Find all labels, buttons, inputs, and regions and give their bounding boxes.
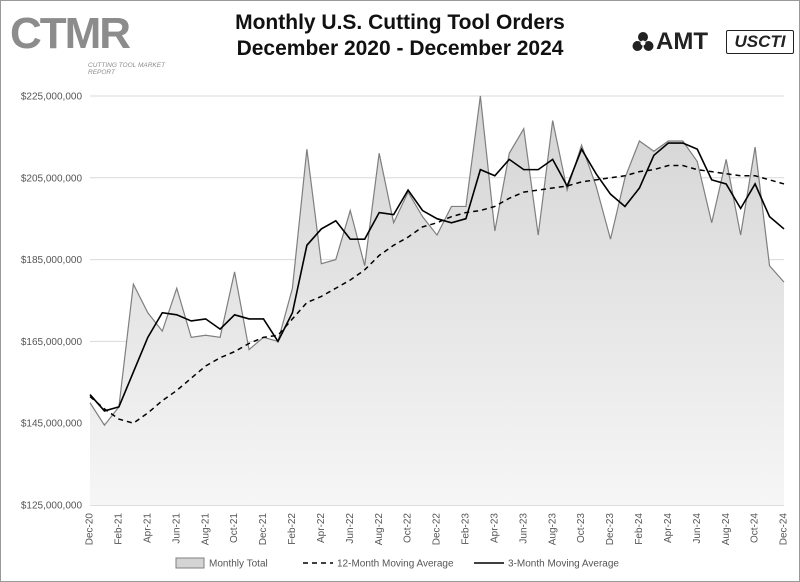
x-tick-label: Jun-22 [345, 513, 356, 544]
amt-usct-logos: AMT USCTI [632, 26, 797, 62]
legend: Monthly Total 12-Month Moving Average 3-Mo… [175, 557, 619, 570]
x-tick-label: Dec-20 [85, 513, 96, 546]
x-tick-label: Jun-23 [518, 513, 529, 544]
three-month-ma-line [89, 142, 785, 412]
monthly-total-fill [90, 96, 784, 505]
y-tick-label: $185,000,000 [21, 255, 83, 266]
legend-swatch-monthly-total [175, 557, 205, 569]
legend-label: 12-Month Moving Average [337, 559, 454, 570]
x-tick-label: Apr-24 [663, 513, 674, 543]
x-tick-label: Feb-22 [287, 513, 298, 545]
x-tick-label: Apr-21 [142, 513, 153, 543]
amt-logo-text: AMT [656, 28, 708, 55]
legend-label: Monthly Total [209, 559, 268, 570]
chart-title-line1: Monthly U.S. Cutting Tool Orders [235, 11, 565, 34]
chart-title: Monthly U.S. Cutting Tool Orders Decembe… [150, 10, 650, 62]
y-tick-label: $165,000,000 [21, 337, 83, 348]
x-tick-label: Apr-23 [489, 513, 500, 543]
ctmr-logo-subtitle: CUTTING TOOL MARKET REPORT [88, 62, 166, 76]
monthly-total-outline [89, 95, 785, 427]
ctmr-logo: CTMR CUTTING TOOL MARKET REPORT [10, 9, 165, 80]
x-axis-labels: Dec-20 Feb-21 Apr-21 Jun-21 Aug-21 Oct-21 Dec-… [85, 513, 790, 546]
monthly-total-area [89, 95, 785, 505]
legend-label: 3-Month Moving Average [508, 559, 619, 570]
x-tick-label: Feb-23 [461, 513, 472, 545]
x-tick-label: Oct-24 [750, 513, 761, 543]
x-tick-label: Aug-22 [374, 513, 385, 546]
y-tick-label: $145,000,000 [21, 419, 83, 430]
x-tick-label: Oct-21 [229, 513, 240, 543]
x-tick-label: Dec-23 [605, 513, 616, 546]
x-tick-label: Dec-22 [432, 513, 443, 546]
x-tick-label: Aug-23 [547, 513, 558, 546]
ctmr-logo-text: CTMR [10, 9, 131, 58]
x-tick-label: Aug-24 [721, 513, 732, 546]
x-tick-label: Jun-24 [692, 513, 703, 544]
moving-average-lines [89, 142, 785, 425]
x-tick-label: Feb-24 [634, 513, 645, 545]
x-tick-label: Jun-21 [171, 513, 182, 544]
x-tick-label: Apr-22 [316, 513, 327, 543]
x-tick-label: Oct-22 [403, 513, 414, 543]
amt-mark-icon [632, 32, 654, 51]
y-axis-labels: $125,000,000 $145,000,000 $165,000,000 $185… [21, 92, 83, 512]
x-tick-label: Oct-23 [576, 513, 587, 543]
usct-logo-text: USCTI [726, 30, 794, 54]
y-tick-label: $225,000,000 [21, 92, 83, 103]
chart-title-line2: December 2020 - December 2024 [236, 37, 564, 60]
y-tick-label: $125,000,000 [21, 501, 83, 512]
x-tick-label: Dec-21 [258, 513, 269, 546]
x-tick-label: Dec-24 [779, 513, 790, 546]
x-tick-label: Feb-21 [114, 513, 125, 545]
twelve-month-ma-line [89, 164, 785, 425]
x-tick-label: Aug-21 [200, 513, 211, 546]
y-tick-label: $205,000,000 [21, 173, 83, 184]
